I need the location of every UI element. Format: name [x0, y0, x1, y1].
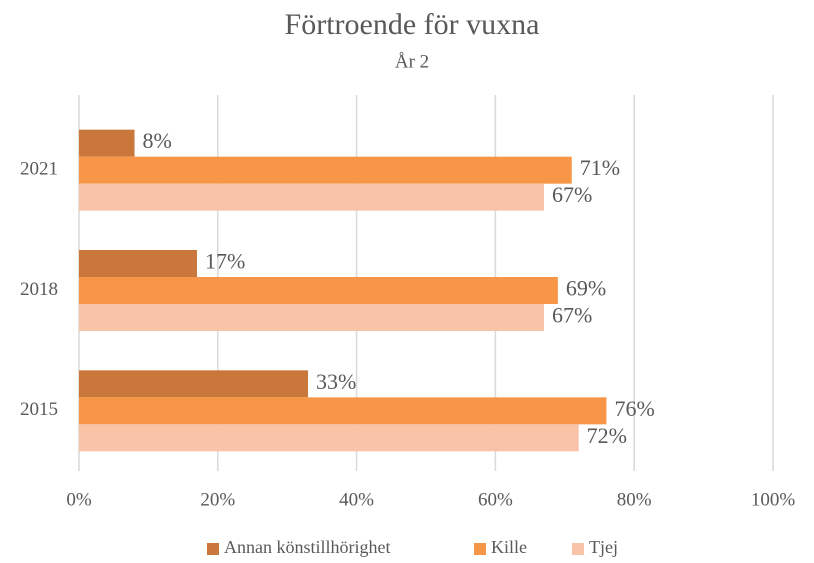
data-label: 67%	[552, 303, 592, 328]
legend-swatch	[572, 543, 584, 555]
chart-subtitle: År 2	[395, 51, 429, 72]
data-label: 72%	[587, 423, 627, 448]
legend-label: Annan könstillhörighet	[224, 537, 390, 557]
bar	[79, 250, 197, 277]
bar	[79, 156, 572, 184]
data-label: 17%	[205, 249, 245, 274]
legend-label: Kille	[491, 537, 527, 557]
data-label: 71%	[580, 155, 620, 180]
data-label: 67%	[552, 182, 592, 207]
bar	[79, 370, 309, 398]
legend-label: Tjej	[589, 537, 618, 557]
data-label: 69%	[566, 276, 606, 301]
legend-swatch	[474, 543, 486, 555]
data-label: 76%	[614, 396, 654, 421]
legend-swatch	[207, 543, 219, 555]
chart-title: Förtroende för vuxna	[285, 8, 540, 41]
data-label: 33%	[316, 369, 356, 394]
y-tick-label: 2018	[20, 279, 58, 300]
data-label: 8%	[143, 128, 172, 153]
x-tick-label: 80%	[617, 489, 652, 510]
x-tick-label: 60%	[478, 489, 513, 510]
x-tick-label: 40%	[339, 489, 374, 510]
y-tick-label: 2021	[20, 159, 58, 180]
y-tick-label: 2015	[20, 399, 58, 420]
bar	[79, 397, 607, 425]
x-tick-label: 20%	[200, 489, 235, 510]
bar	[79, 277, 558, 304]
bar	[79, 304, 544, 331]
bar	[79, 183, 544, 211]
bar	[79, 424, 579, 452]
bar	[79, 129, 135, 157]
x-tick-label: 100%	[751, 489, 796, 510]
x-tick-label: 0%	[66, 489, 92, 510]
